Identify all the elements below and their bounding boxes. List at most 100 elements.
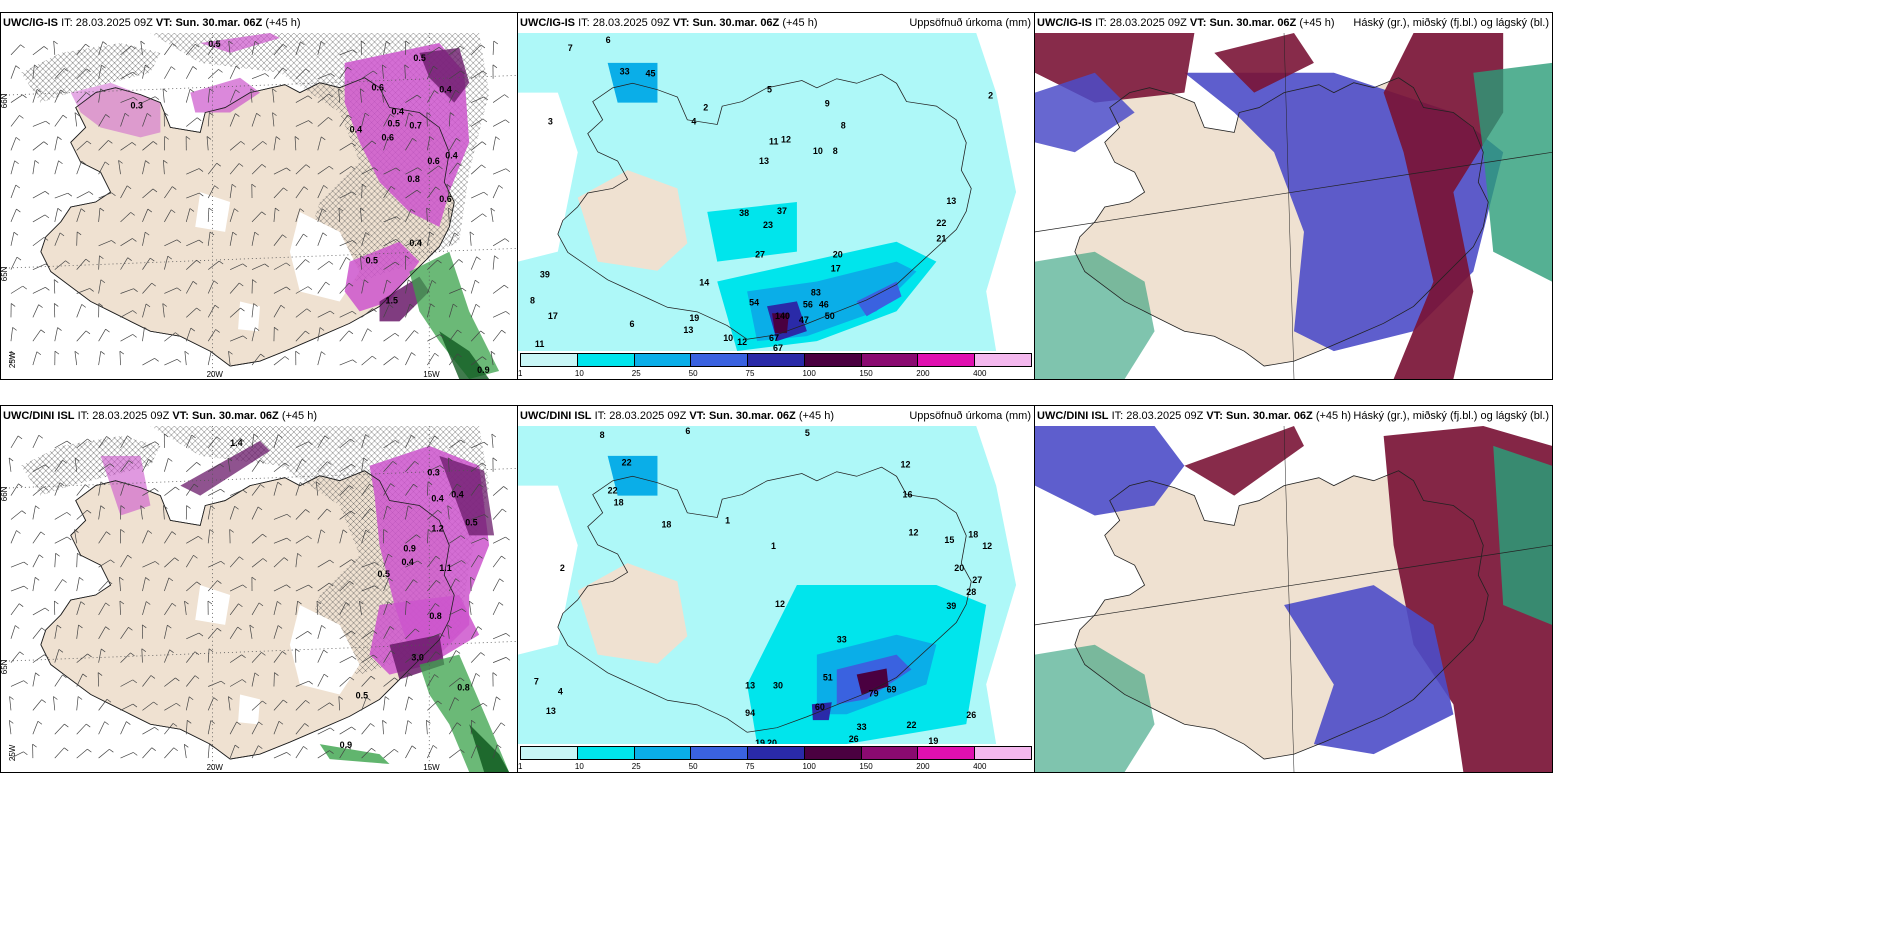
wind-barb [273,721,280,735]
wind-barb-flag [371,140,377,145]
wind-barb [251,164,263,175]
wind-barb-flag [127,435,132,440]
precip-band-100 [856,668,889,695]
wind-barb-flag [235,65,241,70]
wind-barb-flag [150,675,156,679]
wind-barb [317,750,330,759]
wind-barb [361,508,371,520]
wind-barb [54,192,68,199]
wind-barb [383,167,397,175]
panel-header: UWC/DINI ISL IT: 28.03.2025 09Z VT: Sun.… [1,406,517,426]
precip-value-label: 79 [869,688,879,698]
wind-barb-flag [338,207,344,212]
wind-barb-flag [154,488,159,492]
wind-barb [119,577,121,592]
colorbar-swatch [975,354,1032,366]
wind-barb [120,752,134,759]
wind-barb-flag [74,112,80,116]
wind-barb [251,434,255,448]
wind-barb-flag [316,600,322,605]
wind-barb-flag [262,558,268,562]
wind-barb [449,677,461,687]
wind-barb-flag [78,624,83,629]
wind-barb-flag [286,537,292,542]
wind-barb-flag [228,696,233,700]
wind-barb [118,160,121,175]
precip-band-25 [607,455,658,496]
wind-barb-flag [57,327,62,331]
wind-barb [317,261,330,270]
low-cloud-area [1493,445,1552,625]
wind-barb [490,351,494,366]
wind-barb [76,553,78,568]
it-label: IT: [61,17,73,29]
wind-barb [54,68,65,79]
wind-barb-flag [254,231,259,236]
white-patch [20,535,51,561]
wind-barb [405,461,416,472]
wind-barb [120,721,127,735]
wind-barb [405,579,414,592]
wind-barb [76,288,90,294]
wind-barb [448,112,451,127]
wind-barb [54,160,59,175]
map-snow-wind: 20W 15W 66N 65N 25W 0.5 0.5 0.6 0.4 0.4 0.7 0.4 0.6 0… [1,33,517,379]
wind-barb [120,185,128,199]
wind-barb-flag [363,457,368,462]
wind-barb-flag [351,142,356,147]
wind-barb-flag [390,113,395,118]
wind-barb [185,720,188,735]
wind-barb [251,484,261,496]
colorbar-label: 50 [688,369,698,378]
wind-barb [383,356,395,366]
wind-barb [383,137,389,151]
wind-barb-flag [56,624,62,629]
wind-barb-flag [426,207,431,212]
wind-barb [447,457,450,472]
model-name: UWC/DINI ISL [520,410,592,422]
wind-barb-flag [118,160,123,164]
wind-barb [339,746,348,759]
high-cloud-area [1184,426,1304,496]
wind-barb [32,191,46,199]
wind-barb [54,89,61,103]
wind-barb-flag [274,327,279,331]
wind-barb-flag [277,434,283,438]
wind-barb [32,351,38,366]
wind-barb-flag [20,44,25,49]
wind-barb-flag [416,534,421,538]
wind-barb [229,654,242,663]
wind-barb [32,287,46,294]
precip-value-label: 7 [534,676,539,686]
wind-barb [54,482,61,496]
wind-barb-flag [490,351,496,355]
wind-barb-flag [37,720,43,725]
wind-barb [427,303,431,318]
wind-barb [449,560,462,568]
wind-barb-flag [219,463,225,468]
wind-barb [339,330,350,342]
wind-barb [339,510,352,520]
wind-barb [186,581,197,592]
wind-barb-flag [239,556,244,561]
wind-barb [382,720,384,735]
wind-barb [316,600,319,615]
wind-barb-flag [53,696,58,700]
wind-barb [317,185,324,199]
wind-barb [492,311,506,318]
wind-barb-flag [195,43,200,48]
wind-barb [207,648,210,663]
white-patch [20,142,51,168]
wind-barb [32,554,40,568]
wind-barb-flag [349,485,354,489]
wind-barb-flag [359,600,364,605]
wind-barb-flag [436,580,441,584]
colorbar-swatch [918,747,976,759]
wind-barb [32,721,39,735]
wind-barb [470,673,477,687]
wind-barb [141,648,143,663]
wind-barb [449,45,461,56]
wind-barb [427,435,435,449]
wind-barb [492,602,500,616]
wind-barb [54,208,59,222]
